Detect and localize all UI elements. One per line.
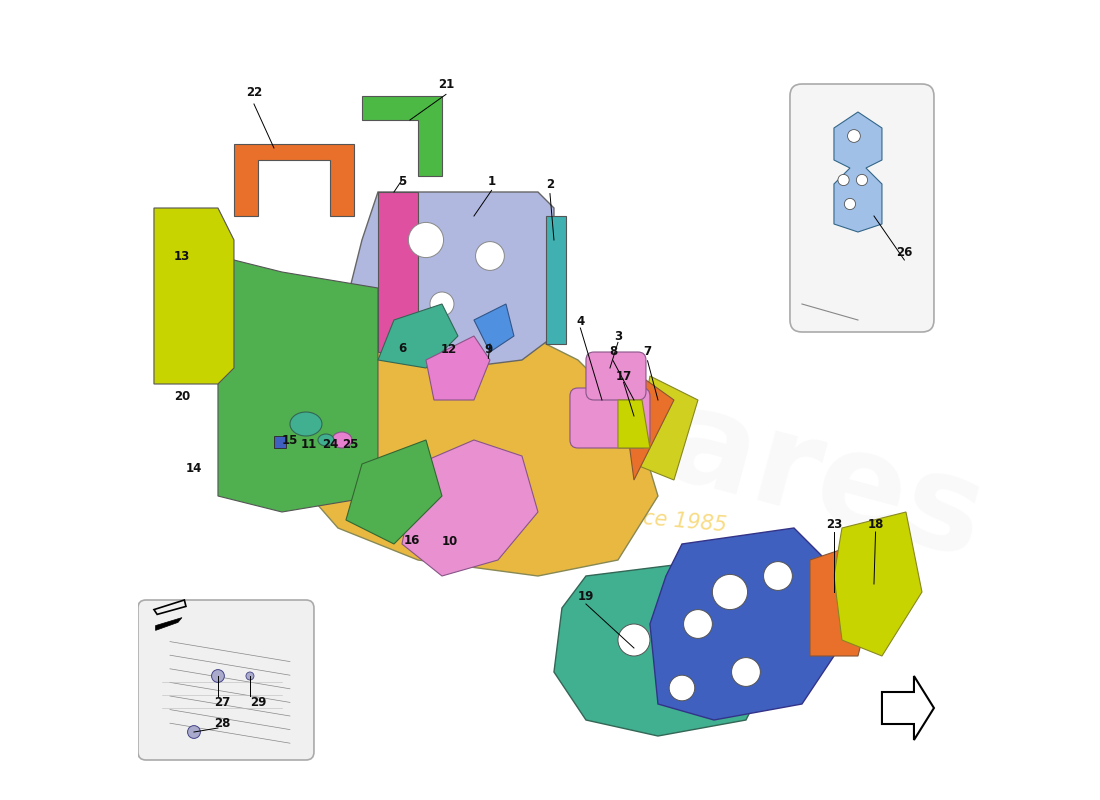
Text: 7: 7: [644, 346, 651, 358]
FancyBboxPatch shape: [790, 84, 934, 332]
FancyBboxPatch shape: [138, 600, 314, 760]
Text: 25: 25: [342, 438, 359, 450]
Text: 20: 20: [174, 390, 190, 402]
Polygon shape: [426, 336, 490, 400]
Polygon shape: [834, 112, 882, 232]
Text: 24: 24: [322, 438, 338, 450]
Polygon shape: [218, 256, 378, 512]
Text: 12: 12: [440, 343, 456, 356]
Text: a passion for parts since 1985: a passion for parts since 1985: [412, 488, 728, 536]
Polygon shape: [650, 528, 834, 720]
Circle shape: [713, 574, 748, 610]
Text: 19: 19: [578, 590, 594, 602]
Circle shape: [857, 174, 868, 186]
FancyBboxPatch shape: [570, 388, 650, 448]
Circle shape: [669, 675, 695, 701]
Text: 4: 4: [576, 315, 584, 328]
Polygon shape: [834, 512, 922, 656]
FancyBboxPatch shape: [586, 352, 646, 400]
Polygon shape: [346, 440, 442, 544]
Polygon shape: [234, 144, 354, 216]
Circle shape: [430, 292, 454, 316]
Circle shape: [838, 174, 849, 186]
Polygon shape: [378, 304, 458, 368]
Text: 18: 18: [868, 518, 883, 530]
Text: 16: 16: [404, 534, 420, 546]
Bar: [274, 436, 286, 448]
Ellipse shape: [318, 434, 334, 446]
Circle shape: [732, 658, 760, 686]
Text: 11: 11: [300, 438, 317, 450]
Text: 13: 13: [174, 250, 190, 262]
Text: 9: 9: [484, 343, 493, 356]
Ellipse shape: [332, 432, 352, 448]
Text: 23: 23: [826, 518, 843, 530]
Text: 10: 10: [442, 535, 458, 548]
Circle shape: [475, 242, 505, 270]
Text: eurospares: eurospares: [158, 246, 998, 586]
Text: 1: 1: [487, 175, 496, 188]
Circle shape: [618, 624, 650, 656]
Polygon shape: [155, 618, 182, 630]
Text: 8: 8: [609, 346, 617, 358]
Bar: [378, 192, 418, 352]
Polygon shape: [810, 544, 875, 656]
Text: 17: 17: [615, 370, 631, 382]
Text: 5: 5: [398, 175, 406, 188]
Polygon shape: [882, 676, 934, 740]
Circle shape: [408, 222, 443, 258]
Circle shape: [211, 670, 224, 682]
Text: 21: 21: [438, 78, 454, 90]
Polygon shape: [618, 360, 674, 480]
Circle shape: [845, 198, 856, 210]
Text: 15: 15: [282, 434, 298, 446]
Text: 26: 26: [896, 246, 913, 258]
Text: 28: 28: [213, 717, 230, 730]
Polygon shape: [402, 440, 538, 576]
Text: 2: 2: [546, 178, 554, 190]
Circle shape: [763, 562, 792, 590]
Polygon shape: [618, 400, 650, 448]
Polygon shape: [282, 304, 658, 576]
Polygon shape: [154, 208, 234, 384]
Polygon shape: [634, 376, 698, 480]
Polygon shape: [362, 96, 442, 176]
Text: 14: 14: [186, 462, 202, 474]
Circle shape: [683, 610, 713, 638]
Polygon shape: [474, 304, 514, 352]
Circle shape: [246, 672, 254, 680]
Text: 22: 22: [245, 86, 262, 98]
Bar: [546, 216, 566, 344]
Polygon shape: [346, 192, 554, 368]
Ellipse shape: [290, 412, 322, 436]
Text: 6: 6: [398, 342, 406, 354]
Text: 3: 3: [614, 330, 622, 342]
Polygon shape: [554, 560, 778, 736]
Text: 29: 29: [250, 696, 266, 709]
Circle shape: [848, 130, 860, 142]
Text: 27: 27: [213, 696, 230, 709]
Circle shape: [188, 726, 200, 738]
